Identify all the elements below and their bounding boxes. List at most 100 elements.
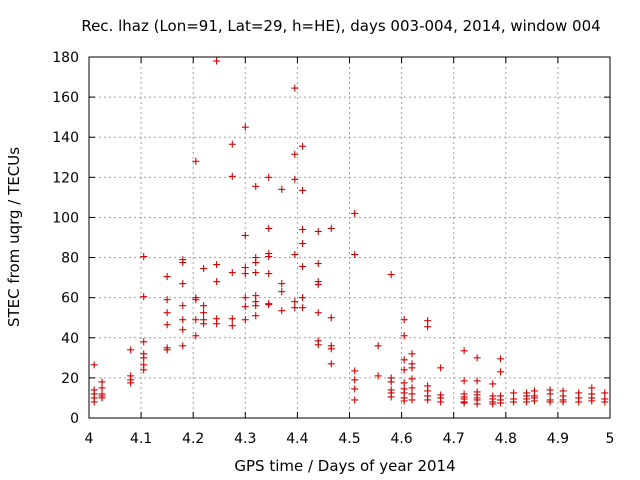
data-point: [327, 224, 335, 232]
data-point: [510, 389, 518, 397]
data-point: [530, 397, 538, 405]
data-point: [213, 278, 221, 286]
data-point: [179, 280, 187, 288]
chart-title: Rec. lhaz (Lon=91, Lat=29, h=HE), days 0…: [81, 17, 600, 35]
data-point: [387, 271, 395, 279]
data-point: [90, 398, 98, 406]
y-tick-label: 40: [61, 331, 79, 347]
data-point: [437, 398, 445, 406]
data-point: [374, 342, 382, 350]
axis-ticks: [88, 56, 611, 419]
data-point: [213, 261, 221, 269]
data-point: [408, 396, 416, 404]
y-tick-label: 80: [61, 251, 79, 267]
data-point: [387, 393, 395, 401]
data-point: [200, 320, 208, 328]
data-point: [327, 360, 335, 368]
data-point: [510, 398, 518, 406]
data-point: [327, 314, 335, 322]
data-point: [278, 185, 286, 193]
data-point: [559, 398, 567, 406]
data-point: [228, 172, 236, 180]
data-point: [408, 390, 416, 398]
data-point: [387, 378, 395, 386]
data-point: [351, 209, 359, 217]
data-point: [228, 269, 236, 277]
data-point: [408, 364, 416, 372]
data-point: [327, 345, 335, 353]
x-tick-label: 4.7: [443, 431, 465, 447]
data-point: [424, 396, 432, 404]
data-point: [127, 346, 135, 354]
data-point: [228, 140, 236, 148]
data-point: [299, 142, 307, 150]
data-point: [351, 251, 359, 259]
data-point: [98, 394, 106, 402]
data-point: [408, 375, 416, 383]
data-point: [98, 384, 106, 392]
x-axis-label: GPS time / Days of year 2014: [234, 457, 455, 475]
y-tick-label: 120: [52, 170, 79, 186]
data-point: [314, 281, 322, 289]
y-tick-label: 60: [61, 291, 79, 307]
data-point: [192, 316, 200, 324]
data-point: [291, 251, 299, 259]
data-point: [314, 309, 322, 317]
data-point: [473, 377, 481, 385]
data-point: [299, 263, 307, 271]
data-point: [400, 332, 408, 340]
data-point: [163, 273, 171, 281]
data-point: [200, 265, 208, 273]
data-point: [192, 332, 200, 340]
data-point: [252, 259, 260, 267]
data-point: [424, 323, 432, 331]
data-point: [179, 326, 187, 334]
data-point: [408, 350, 416, 358]
data-point: [374, 372, 382, 380]
data-point: [252, 302, 260, 310]
y-tick-label: 100: [52, 210, 79, 226]
data-point: [291, 298, 299, 306]
data-point: [98, 378, 106, 386]
data-point: [400, 366, 408, 374]
data-point: [140, 354, 148, 362]
data-point: [588, 384, 596, 392]
data-point: [546, 398, 554, 406]
data-point: [265, 301, 273, 309]
data-point: [163, 346, 171, 354]
data-point: [546, 390, 554, 398]
data-point: [588, 397, 596, 405]
data-point: [437, 364, 445, 372]
data-point: [351, 367, 359, 375]
data-point: [351, 376, 359, 384]
data-point: [241, 231, 249, 239]
data-point: [179, 316, 187, 324]
y-tick-labels: 0 20 40 60 80 100 120 140 160 180: [52, 50, 79, 427]
data-point: [299, 294, 307, 302]
data-point: [523, 398, 531, 406]
data-point: [278, 307, 286, 315]
data-point: [140, 293, 148, 301]
data-point: [299, 240, 307, 248]
data-point: [601, 389, 609, 397]
data-point: [200, 302, 208, 310]
data-point: [265, 270, 273, 278]
data-point: [291, 84, 299, 92]
data-point: [314, 341, 322, 349]
data-point: [497, 399, 505, 407]
x-tick-label: 4.3: [234, 431, 256, 447]
x-tick-labels: 4 4.1 4.2 4.3 4.4 4.5 4.6 4.7 4.8 4.9 5: [85, 431, 615, 447]
data-point: [460, 347, 468, 355]
data-point: [473, 400, 481, 408]
data-point: [228, 315, 236, 323]
data-point: [278, 280, 286, 288]
x-tick-label: 4.4: [286, 431, 308, 447]
data-point: [192, 157, 200, 165]
data-point: [400, 379, 408, 387]
data-point: [299, 186, 307, 194]
x-tick-label: 4.1: [130, 431, 152, 447]
data-point: [140, 366, 148, 374]
x-tick-label: 4.6: [390, 431, 412, 447]
data-point: [228, 322, 236, 330]
